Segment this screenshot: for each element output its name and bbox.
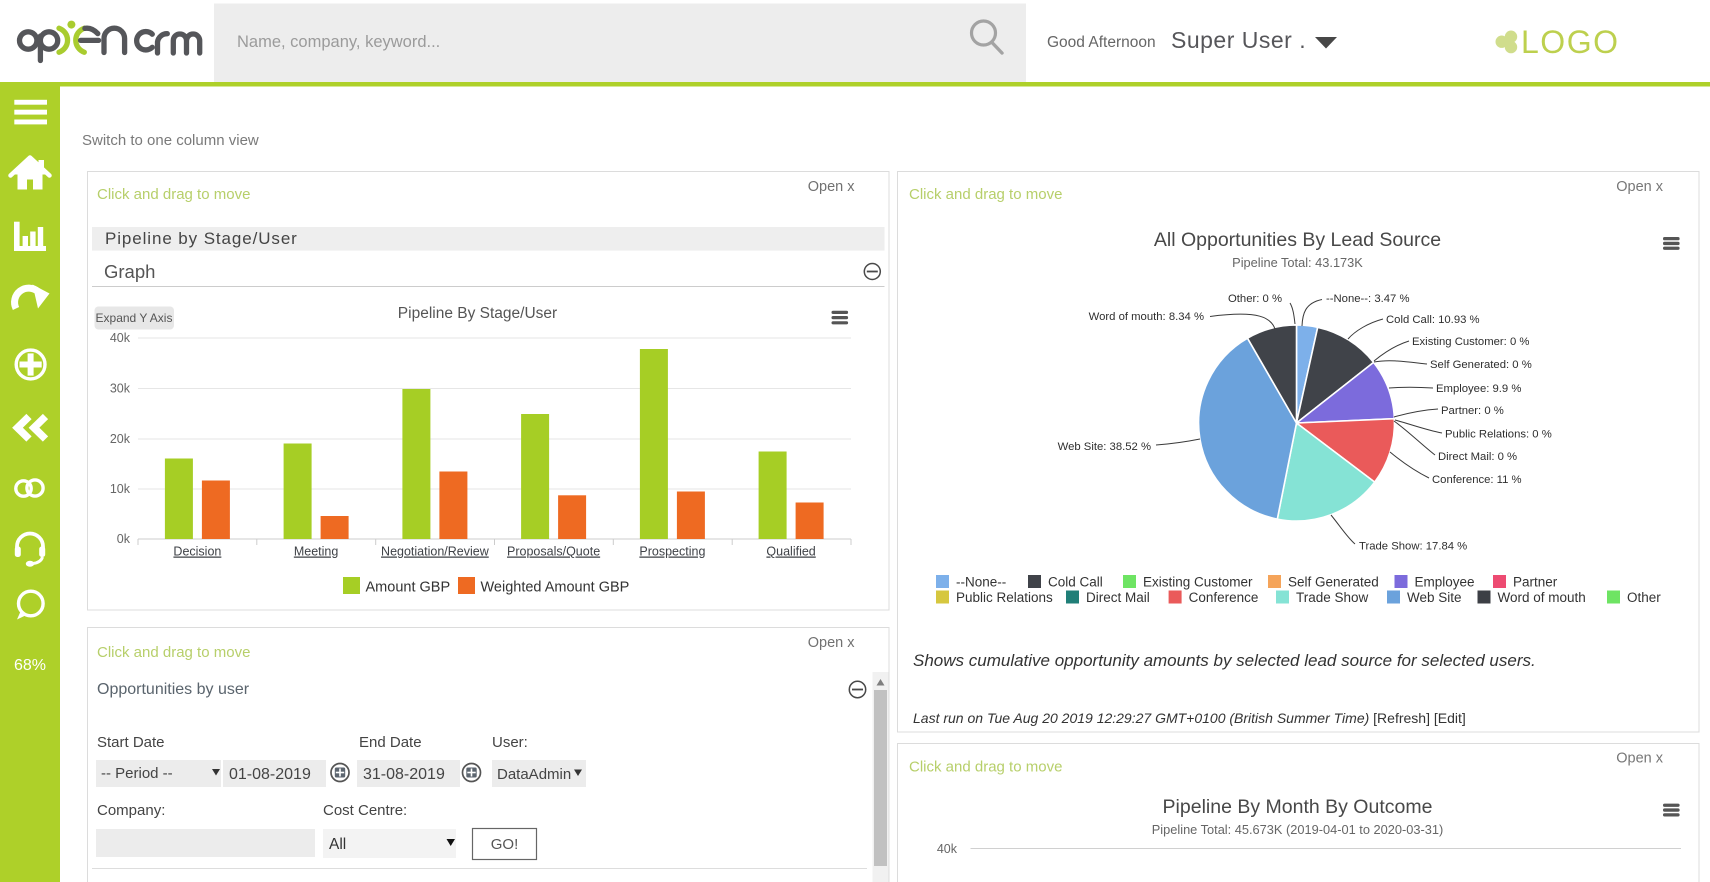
svg-text:Click and drag to move: Click and drag to move	[97, 644, 250, 661]
svg-text:Direct Mail: 0 %: Direct Mail: 0 %	[1438, 451, 1517, 463]
svg-text:Proposals/Quote: Proposals/Quote	[507, 545, 600, 559]
svg-text:Company:: Company:	[97, 802, 165, 819]
svg-text:Open x: Open x	[808, 635, 855, 651]
svg-text:Self Generated: 0 %: Self Generated: 0 %	[1430, 359, 1532, 371]
svg-text:Amount GBP: Amount GBP	[366, 580, 451, 596]
svg-text:10k: 10k	[110, 482, 131, 496]
svg-text:Switch to one column view: Switch to one column view	[82, 132, 259, 149]
svg-text:Word of mouth: Word of mouth	[1498, 590, 1586, 605]
svg-text:Trade Show: Trade Show	[1296, 590, 1369, 605]
svg-text:Direct Mail: Direct Mail	[1086, 590, 1150, 605]
svg-text:30k: 30k	[110, 382, 131, 396]
svg-text:Good Afternoon: Good Afternoon	[1047, 34, 1156, 51]
svg-text:Expand Y Axis: Expand Y Axis	[96, 311, 173, 325]
svg-text:31-08-2019: 31-08-2019	[363, 766, 445, 783]
svg-text:Public Relations: Public Relations	[956, 590, 1053, 605]
svg-text:Open x: Open x	[808, 179, 855, 195]
svg-text:01-08-2019: 01-08-2019	[229, 766, 311, 783]
svg-text:Pipeline Total: 45.673K (2019-: Pipeline Total: 45.673K (2019-04-01 to 2…	[1152, 822, 1443, 837]
svg-text:20k: 20k	[110, 432, 131, 446]
svg-text:All: All	[329, 836, 346, 853]
svg-text:--None--: 3.47 %: --None--: 3.47 %	[1326, 293, 1410, 305]
svg-text:Click and drag to move: Click and drag to move	[97, 186, 250, 203]
svg-text:Super User .: Super User .	[1171, 27, 1306, 53]
svg-text:Other: Other	[1627, 590, 1661, 605]
svg-text:Weighted Amount GBP: Weighted Amount GBP	[481, 580, 630, 596]
svg-text:40k: 40k	[937, 842, 958, 856]
svg-text:Existing Customer: Existing Customer	[1143, 575, 1253, 590]
svg-text:All Opportunities By Lead Sour: All Opportunities By Lead Source	[1154, 229, 1441, 251]
svg-text:Self Generated: Self Generated	[1288, 575, 1379, 590]
svg-text:Pipeline By Month By Outcome: Pipeline By Month By Outcome	[1163, 796, 1433, 818]
svg-text:-- Period --: -- Period --	[101, 765, 173, 782]
svg-text:Word of mouth: 8.34 %: Word of mouth: 8.34 %	[1089, 311, 1204, 323]
svg-text:Click and drag to move: Click and drag to move	[909, 186, 1062, 203]
svg-text:Cost Centre:: Cost Centre:	[323, 802, 407, 819]
svg-text:Decision: Decision	[173, 545, 221, 559]
svg-text:Partner: 0 %: Partner: 0 %	[1441, 405, 1504, 417]
svg-text:User:: User:	[492, 734, 528, 751]
svg-text:Cold Call: 10.93 %: Cold Call: 10.93 %	[1386, 314, 1480, 326]
svg-text:Web Site: 38.52 %: Web Site: 38.52 %	[1058, 441, 1151, 453]
svg-text:Pipeline Total: 43.173K: Pipeline Total: 43.173K	[1232, 255, 1363, 270]
svg-text:Partner: Partner	[1513, 575, 1558, 590]
svg-text:Qualified: Qualified	[766, 545, 815, 559]
svg-text:Pipeline By Stage/User: Pipeline By Stage/User	[398, 305, 557, 322]
svg-text:Shows cumulative opportunity a: Shows cumulative opportunity amounts by …	[913, 651, 1536, 670]
svg-text:40k: 40k	[110, 331, 131, 345]
svg-text:Open x: Open x	[1616, 179, 1663, 195]
svg-text:Opportunities by user: Opportunities by user	[97, 681, 250, 698]
svg-text:Cold Call: Cold Call	[1048, 575, 1103, 590]
svg-text:Start Date: Start Date	[97, 734, 165, 751]
svg-text:Existing Customer: 0 %: Existing Customer: 0 %	[1412, 336, 1529, 348]
svg-text:Employee: Employee	[1415, 575, 1475, 590]
svg-text:Click and drag to move: Click and drag to move	[909, 759, 1062, 776]
svg-text:Conference: 11 %: Conference: 11 %	[1432, 474, 1522, 486]
svg-text:Pipeline by Stage/User: Pipeline by Stage/User	[105, 229, 298, 248]
svg-text:Employee: 9.9 %: Employee: 9.9 %	[1436, 383, 1521, 395]
svg-text:Negotiation/Review: Negotiation/Review	[381, 545, 490, 559]
svg-text:0k: 0k	[117, 532, 131, 546]
svg-text:Other: 0 %: Other: 0 %	[1228, 293, 1282, 305]
svg-text:LOGO: LOGO	[1521, 24, 1619, 60]
svg-text:Open x: Open x	[1616, 751, 1663, 767]
svg-text:Meeting: Meeting	[294, 545, 339, 559]
svg-text:End Date: End Date	[359, 734, 422, 751]
svg-text:Prospecting: Prospecting	[639, 545, 705, 559]
svg-text:Last run on Tue Aug 20 2019 12: Last run on Tue Aug 20 2019 12:29:27 GMT…	[913, 710, 1466, 726]
svg-text:Name, company, keyword...: Name, company, keyword...	[237, 33, 440, 51]
svg-text:Web Site: Web Site	[1407, 590, 1462, 605]
svg-text:Trade Show: 17.84 %: Trade Show: 17.84 %	[1359, 541, 1467, 553]
svg-text:68%: 68%	[14, 657, 46, 674]
svg-text:Conference: Conference	[1189, 590, 1259, 605]
svg-text:--None--: --None--	[956, 575, 1006, 590]
svg-text:Graph: Graph	[104, 261, 155, 282]
svg-text:GO!: GO!	[491, 836, 519, 853]
svg-text:DataAdmin: DataAdmin	[497, 766, 571, 783]
svg-text:Public Relations: 0 %: Public Relations: 0 %	[1445, 429, 1552, 441]
